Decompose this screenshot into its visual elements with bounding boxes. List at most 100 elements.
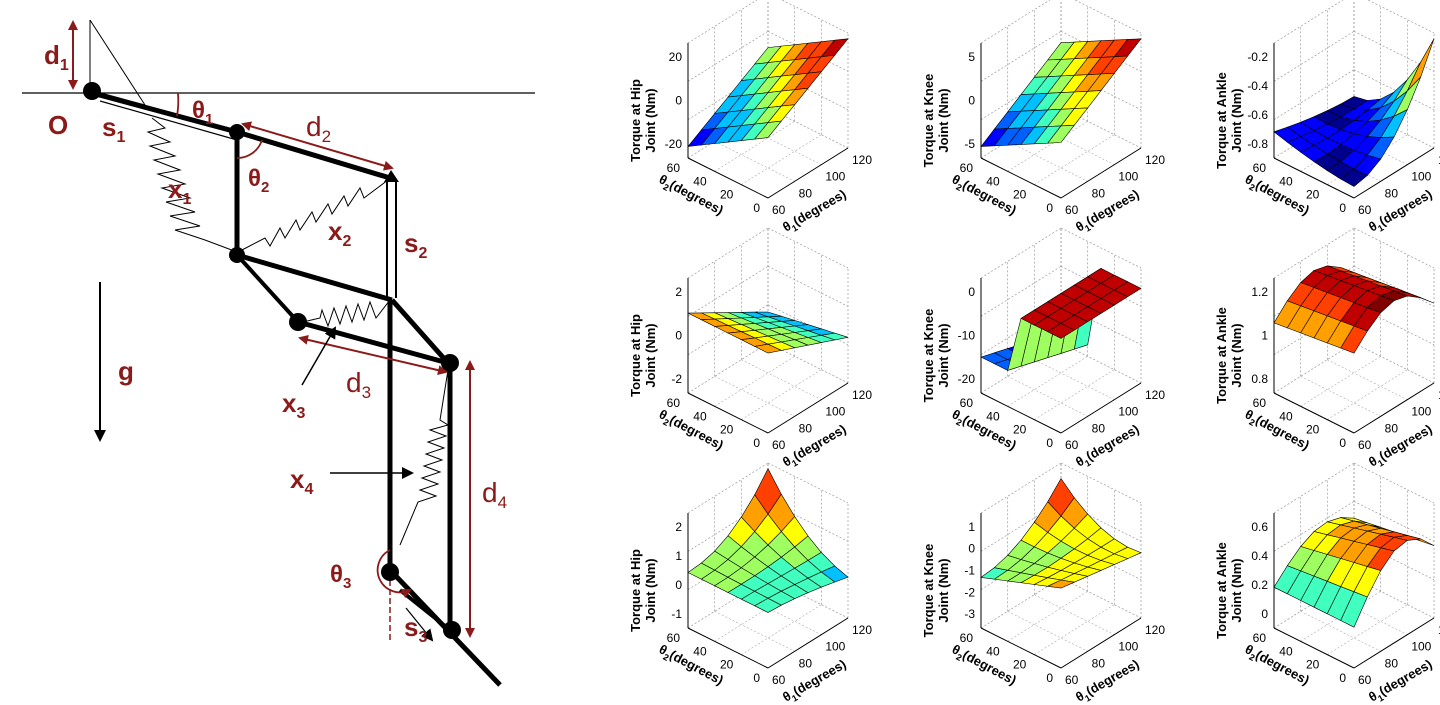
label-s2: s2 xyxy=(404,228,427,262)
torque-axis-label: Torque at HipJoint (Nm) xyxy=(628,79,658,162)
surface-patch xyxy=(1407,38,1435,92)
theta2-axis-label: θ2(degrees) xyxy=(655,171,726,220)
z-tick-label: -0.2 xyxy=(1247,50,1268,64)
surface-patch xyxy=(1047,124,1075,144)
theta2-tick-label: 20 xyxy=(1306,423,1320,437)
theta1-tick-label: 80 xyxy=(1092,421,1106,435)
theta2-tick-label: 20 xyxy=(1013,423,1027,437)
theta2-axis-label: θ2(degrees) xyxy=(1241,171,1312,220)
z-tick-label: -0.4 xyxy=(1247,79,1268,93)
spring-x1 xyxy=(146,117,238,253)
theta1-tick-label: 100 xyxy=(1411,640,1431,654)
theta2-tick-label: 60 xyxy=(667,396,681,410)
torque-plot-2: 5 0 -5 60 40 20 0 60 80 100 120 Torque at KneeJoint… xyxy=(921,0,1165,235)
label-s3: s3 xyxy=(404,612,427,646)
label-O: O xyxy=(48,110,68,140)
label-theta3: θ3 xyxy=(330,561,351,592)
theta2-tick-label: 40 xyxy=(1279,174,1293,188)
joint-O xyxy=(83,82,101,100)
z-tick-label: -10 xyxy=(958,329,976,343)
torque-plot-6: 1.2 1 0.8 60 40 20 0 60 80 100 120 Torque at AnkleJ… xyxy=(1214,227,1440,472)
theta2-tick-label: 40 xyxy=(1279,644,1293,658)
theta1-tick-label: 120 xyxy=(852,623,872,637)
theta1-tick-label: 80 xyxy=(799,421,813,435)
z-tick-label: -3 xyxy=(964,607,975,621)
surface-patch xyxy=(754,597,782,613)
theta1-axis-label: θ1(degrees) xyxy=(780,421,850,472)
z-tick-label: 1 xyxy=(1261,329,1268,343)
z-tick-label: 0 xyxy=(968,285,975,299)
z-tick-label: -20 xyxy=(665,137,683,151)
theta2-tick-label: 0 xyxy=(1339,436,1346,450)
z-tick-label: 0.6 xyxy=(1251,520,1268,534)
spring-x4 xyxy=(399,369,450,546)
thigh-link xyxy=(91,90,238,135)
joint-lower-left xyxy=(229,247,245,263)
theta2-axis-label: θ2(degrees) xyxy=(655,406,726,455)
z-tick-label: 0.2 xyxy=(1251,578,1268,592)
surface-patch xyxy=(1340,325,1368,354)
torque-axis-label: Torque at AnkleJoint (Nm) xyxy=(1214,72,1244,169)
label-d1: d1 xyxy=(44,40,69,74)
theta2-tick-label: 60 xyxy=(960,396,974,410)
theta2-tick-label: 60 xyxy=(1253,631,1267,645)
theta2-tick-label: 60 xyxy=(1253,396,1267,410)
theta2-tick-label: 20 xyxy=(1306,658,1320,672)
label-x2: x2 xyxy=(328,216,351,250)
torque-plot-7: 2 1 0 -1 60 40 20 0 60 80 100 120 Torque at HipJoint… xyxy=(628,462,872,705)
label-d3: d3 xyxy=(346,367,371,402)
z-tick-label: -20 xyxy=(958,372,976,386)
leg-mechanism-diagram: d1 O s1 θ1 d2 θ2 x1 x2 s2 g d3 x3 x4 d4 … xyxy=(22,19,535,687)
theta2-tick-label: 20 xyxy=(1013,658,1027,672)
theta1-tick-label: 60 xyxy=(772,673,786,687)
theta1-tick-label: 120 xyxy=(1438,153,1440,167)
joint-knee xyxy=(229,124,245,140)
theta2-tick-label: 40 xyxy=(986,174,1000,188)
theta1-axis-label: θ1(degrees) xyxy=(1366,421,1436,472)
theta1-tick-label: 120 xyxy=(1145,623,1165,637)
label-x3: x3 xyxy=(282,388,305,422)
z-tick-label: 0 xyxy=(675,578,682,592)
theta2-tick-label: 0 xyxy=(1339,201,1346,215)
torque-axis-label: Torque at KneeJoint (Nm) xyxy=(921,74,951,168)
z-tick-label: 1 xyxy=(968,520,975,534)
joint-ankle xyxy=(381,563,399,581)
surface-patch xyxy=(754,120,782,140)
theta1-tick-label: 80 xyxy=(799,186,813,200)
theta1-tick-label: 60 xyxy=(772,203,786,217)
theta2-axis-label: θ2(degrees) xyxy=(948,641,1019,690)
z-tick-label: 1 xyxy=(675,549,682,563)
theta1-tick-label: 100 xyxy=(1118,640,1138,654)
torque-plot-9: 0.6 0.4 0.2 0 60 40 20 0 60 80 100 120 Torque at Ank… xyxy=(1214,462,1440,705)
label-g: g xyxy=(118,356,134,386)
z-tick-label: -2 xyxy=(964,585,975,599)
theta2-tick-label: 60 xyxy=(667,631,681,645)
theta1-tick-label: 80 xyxy=(1385,186,1399,200)
label-x1: x1 xyxy=(168,174,191,208)
theta1-tick-label: 120 xyxy=(1145,388,1165,402)
theta1-tick-label: 60 xyxy=(1358,438,1372,452)
theta1-tick-label: 100 xyxy=(1411,170,1431,184)
torque-axis-label: Torque at KneeJoint (Nm) xyxy=(921,544,951,638)
torque-axis-label: Torque at HipJoint (Nm) xyxy=(628,549,658,632)
theta2-tick-label: 0 xyxy=(1339,671,1346,685)
z-tick-label: -0.6 xyxy=(1247,108,1268,122)
surface-patch xyxy=(1046,579,1076,589)
z-tick-label: -0.8 xyxy=(1247,137,1268,151)
theta1-tick-label: 80 xyxy=(1385,421,1399,435)
theta2-tick-label: 0 xyxy=(753,201,760,215)
theta3-arc xyxy=(376,549,412,599)
theta2-axis-label: θ2(degrees) xyxy=(1241,641,1312,690)
theta2-tick-label: 20 xyxy=(720,658,734,672)
theta2-tick-label: 60 xyxy=(667,161,681,175)
theta1-tick-label: 120 xyxy=(852,388,872,402)
theta2-tick-label: 60 xyxy=(960,161,974,175)
theta1-tick-label: 60 xyxy=(1358,203,1372,217)
z-tick-label: 5 xyxy=(968,50,975,64)
theta1-arc xyxy=(176,92,180,117)
theta2-tick-label: 20 xyxy=(1013,188,1027,202)
theta2-arc xyxy=(236,139,263,159)
theta2-tick-label: 0 xyxy=(753,436,760,450)
z-tick-label: 2 xyxy=(675,285,682,299)
